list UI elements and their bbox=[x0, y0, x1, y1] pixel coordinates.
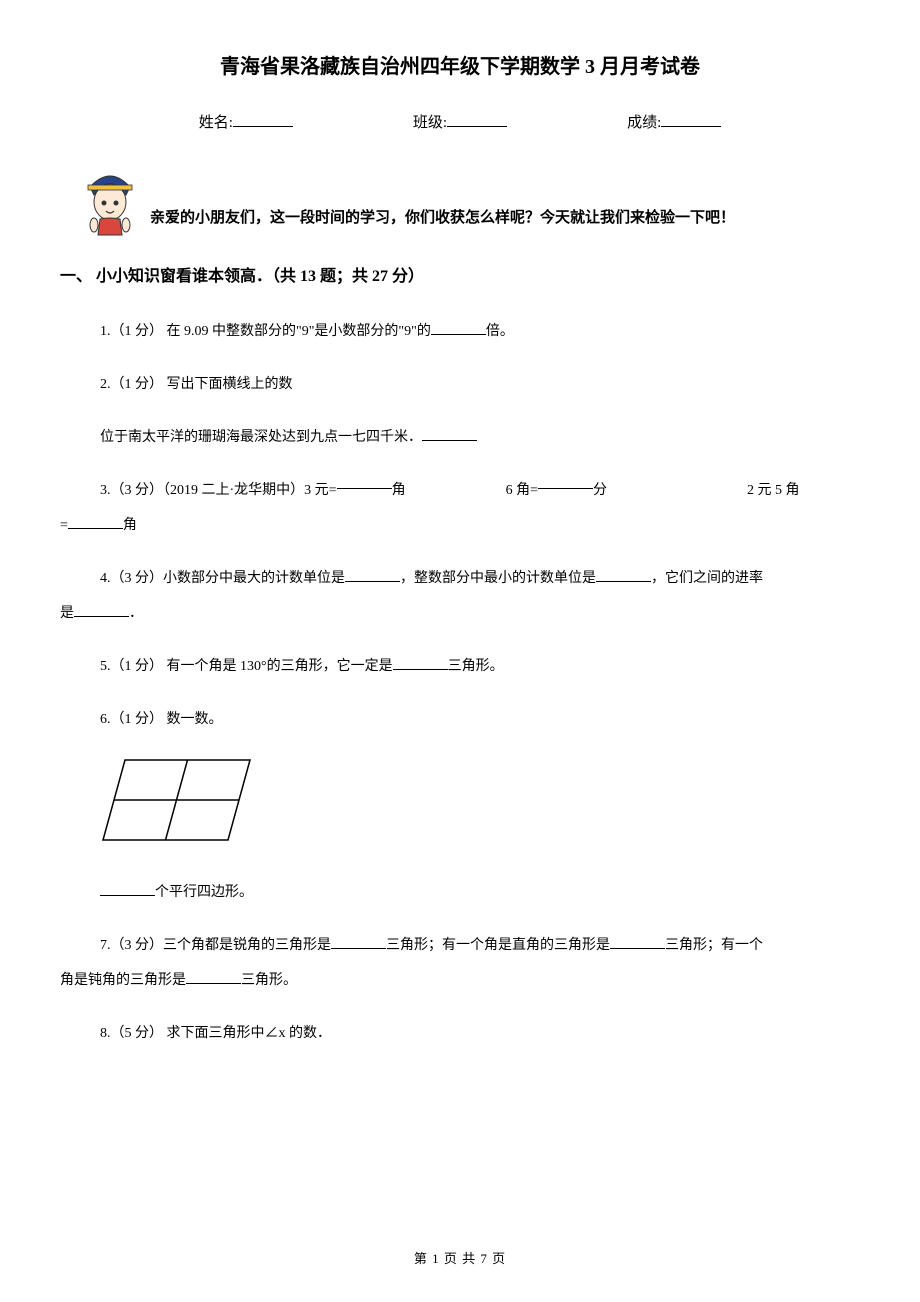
q3-unit2: 分 bbox=[593, 473, 607, 508]
q4-suffix: ． bbox=[129, 606, 143, 621]
q4-mid2: ，它们之间的进率 bbox=[651, 571, 763, 586]
q7-blank3[interactable] bbox=[186, 968, 241, 984]
question-3: 3.（3 分）（2019 二上·龙华期中）3 元= 角 6 角= 分 2 元 5 角… bbox=[60, 473, 860, 543]
name-blank[interactable] bbox=[233, 109, 293, 127]
q5-suffix: 三角形。 bbox=[448, 659, 504, 674]
score-blank[interactable] bbox=[661, 109, 721, 127]
q5-prefix: 5.（1 分） 有一个角是 130°的三角形，它一定是 bbox=[100, 659, 393, 674]
q7-line2-prefix: 角是钝角的三角形是 bbox=[60, 973, 186, 988]
q3-unit1: 角 bbox=[392, 473, 406, 508]
q4-mid1: ，整数部分中最小的计数单位是 bbox=[400, 571, 596, 586]
q5-blank[interactable] bbox=[393, 654, 448, 670]
parallelogram-figure bbox=[100, 755, 860, 850]
q7-blank1[interactable] bbox=[331, 933, 386, 949]
q1-prefix: 1.（1 分） 在 9.09 中整数部分的"9"是小数部分的"9"的 bbox=[100, 324, 431, 339]
q4-blank2[interactable] bbox=[596, 566, 651, 582]
q1-blank[interactable] bbox=[431, 319, 486, 335]
class-blank[interactable] bbox=[447, 109, 507, 127]
q3-blank3[interactable] bbox=[68, 513, 123, 529]
question-5: 5.（1 分） 有一个角是 130°的三角形，它一定是 三角形。 bbox=[60, 649, 860, 684]
mascot-icon bbox=[80, 167, 140, 237]
q3-blank1[interactable] bbox=[337, 473, 392, 489]
q6-blank[interactable] bbox=[100, 880, 155, 896]
question-7: 7.（3 分）三个角都是锐角的三角形是 三角形；有一个角是直角的三角形是 三角形；有… bbox=[60, 928, 860, 998]
q3-part2: 6 角= bbox=[506, 473, 538, 508]
q3-line2-prefix: = bbox=[60, 518, 68, 533]
q7-mid1: 三角形；有一个角是直角的三角形是 bbox=[386, 938, 610, 953]
section-1-heading: 一、 小小知识窗看谁本领高．（共 13 题；共 27 分） bbox=[60, 262, 860, 286]
q7-prefix: 7.（3 分）三个角都是锐角的三角形是 bbox=[100, 938, 331, 953]
question-4: 4.（3 分）小数部分中最大的计数单位是 ，整数部分中最小的计数单位是 ，它们之间的… bbox=[60, 561, 860, 631]
page-footer: 第 1 页 共 7 页 bbox=[0, 1248, 920, 1267]
class-label: 班级: bbox=[413, 111, 447, 132]
q4-blank3[interactable] bbox=[74, 601, 129, 617]
name-label: 姓名: bbox=[199, 111, 233, 132]
q4-prefix: 4.（3 分）小数部分中最大的计数单位是 bbox=[100, 571, 345, 586]
question-6-line2: 个平行四边形。 bbox=[60, 875, 860, 910]
question-1: 1.（1 分） 在 9.09 中整数部分的"9"是小数部分的"9"的 倍。 bbox=[60, 314, 860, 349]
score-field: 成绩: bbox=[627, 109, 721, 132]
question-2-line1: 2.（1 分） 写出下面横线上的数 bbox=[60, 367, 860, 402]
greeting-row: 亲爱的小朋友们，这一段时间的学习，你们收获怎么样呢？今天就让我们来检验一下吧！ bbox=[60, 167, 860, 237]
q3-prefix: 3.（3 分）（2019 二上·龙华期中）3 元= bbox=[60, 473, 337, 508]
q7-mid2: 三角形；有一个 bbox=[665, 938, 763, 953]
q1-suffix: 倍。 bbox=[486, 324, 514, 339]
q2-line2-prefix: 位于南太平洋的珊瑚海最深处达到九点一七四千米． bbox=[100, 430, 422, 445]
question-6-line1: 6.（1 分） 数一数。 bbox=[60, 702, 860, 737]
q4-blank1[interactable] bbox=[345, 566, 400, 582]
q2-blank[interactable] bbox=[422, 425, 477, 441]
class-field: 班级: bbox=[413, 109, 507, 132]
q3-blank2[interactable] bbox=[538, 473, 593, 489]
exam-title: 青海省果洛藏族自治州四年级下学期数学 3 月月考试卷 bbox=[60, 50, 860, 79]
greeting-text: 亲爱的小朋友们，这一段时间的学习，你们收获怎么样呢？今天就让我们来检验一下吧！ bbox=[150, 205, 735, 237]
name-field: 姓名: bbox=[199, 109, 293, 132]
q3-part3: 2 元 5 角 bbox=[747, 473, 800, 508]
q6-suffix: 个平行四边形。 bbox=[155, 885, 253, 900]
score-label: 成绩: bbox=[627, 111, 661, 132]
q7-blank2[interactable] bbox=[610, 933, 665, 949]
question-2-line2: 位于南太平洋的珊瑚海最深处达到九点一七四千米． bbox=[60, 420, 860, 455]
info-row: 姓名: 班级: 成绩: bbox=[60, 109, 860, 132]
q3-line2-unit: 角 bbox=[123, 518, 137, 533]
q7-line2-suffix: 三角形。 bbox=[241, 973, 297, 988]
q4-line2-prefix: 是 bbox=[60, 606, 74, 621]
question-8: 8.（5 分） 求下面三角形中∠x 的数． bbox=[60, 1016, 860, 1051]
